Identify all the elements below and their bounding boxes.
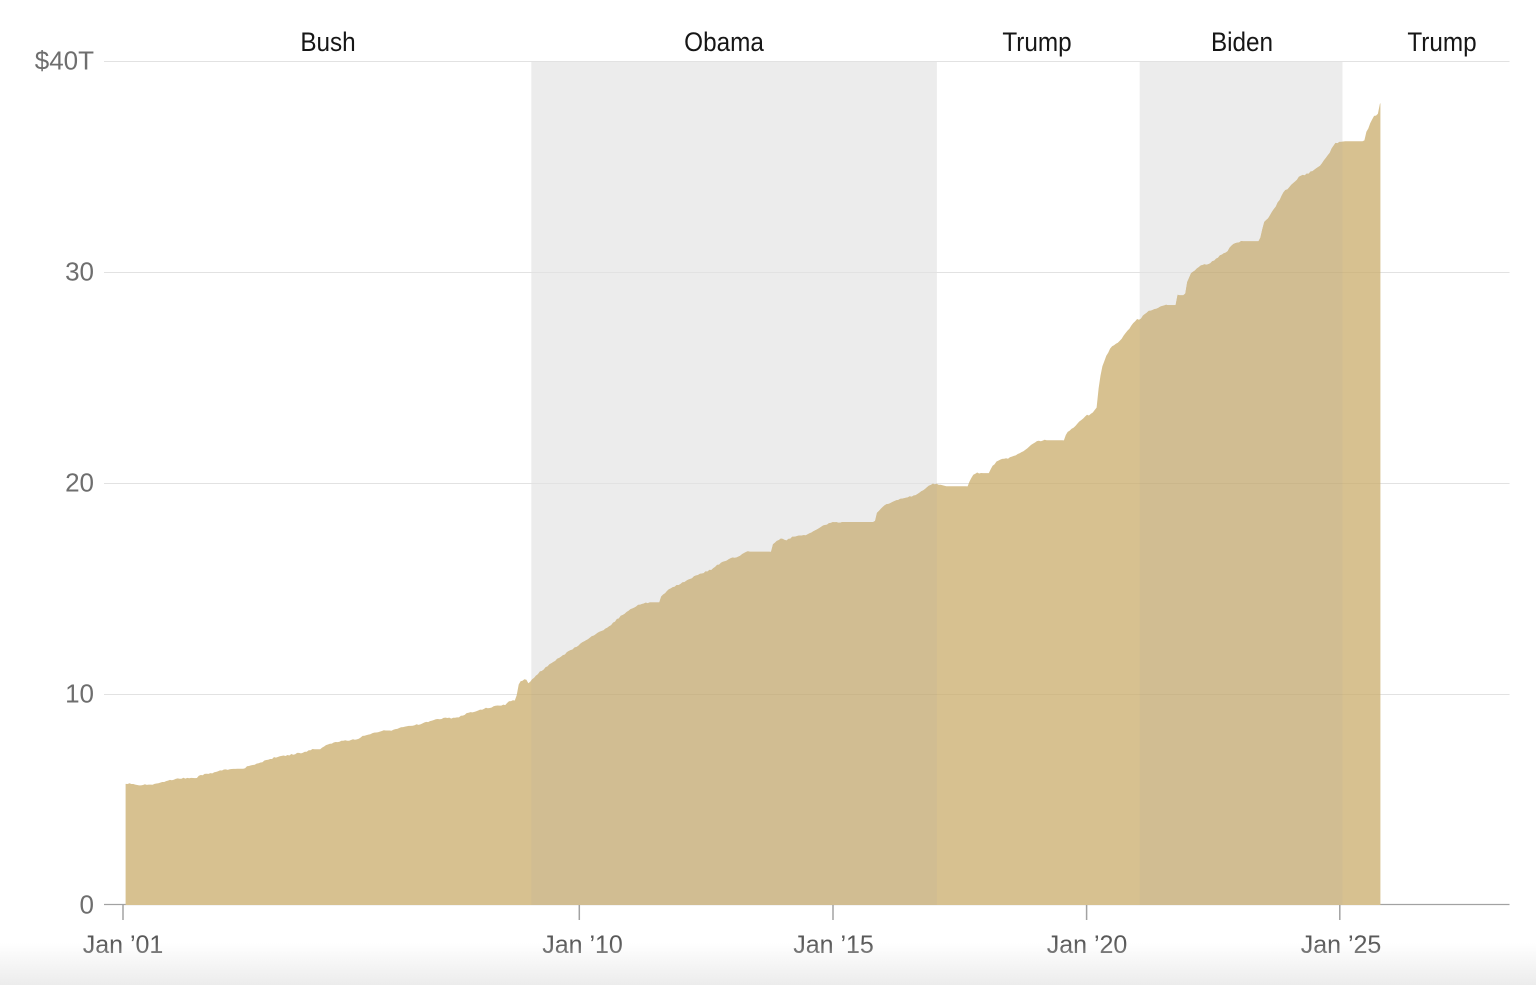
svg-text:Trump: Trump [1407,28,1476,57]
svg-text:Biden: Biden [1211,28,1273,57]
svg-text:Trump: Trump [1002,28,1071,57]
svg-text:Bush: Bush [300,28,355,57]
svg-text:Obama: Obama [684,28,764,57]
